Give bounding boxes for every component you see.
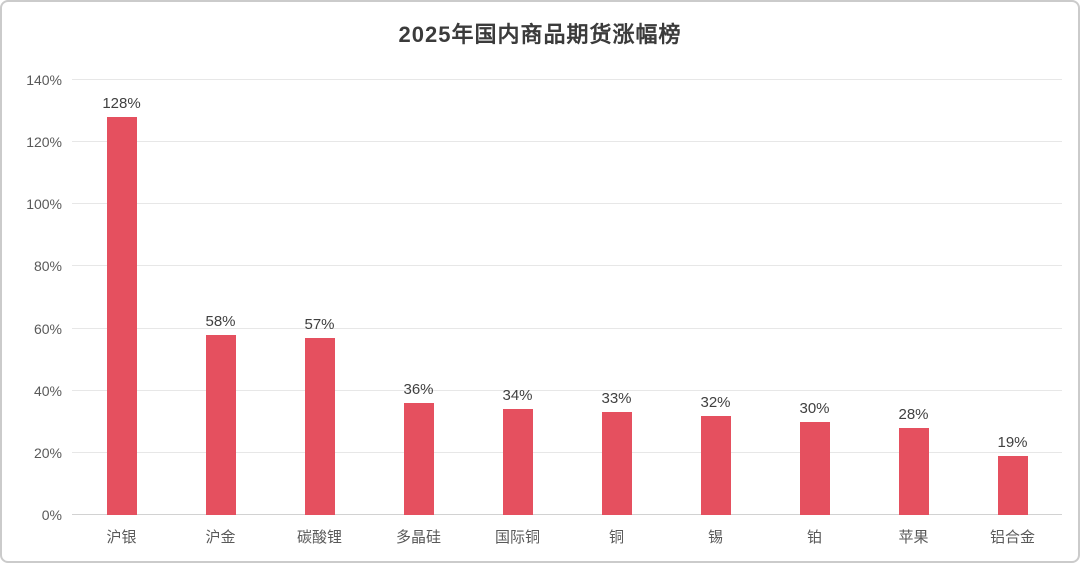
bar-slot: 33% [567,80,666,515]
gridline [72,451,1062,453]
y-tick-label: 40% [33,382,62,399]
gridline [72,265,1062,267]
bar-value-label: 57% [304,315,335,333]
bar-slot: 36% [369,80,468,515]
bar-value-label: 30% [799,399,830,417]
y-tick-label: 20% [33,444,62,461]
bar-slot: 57% [270,80,369,515]
x-category-label: 铝合金 [989,529,1035,546]
gridline [72,203,1062,205]
bar-slot: 32% [666,80,765,515]
bar [205,334,236,515]
bar-value-label: 28% [898,406,929,423]
gridline [72,79,1062,80]
gridline [72,141,1062,143]
gridline [72,327,1062,329]
y-tick-label: 100% [26,196,62,213]
bar [799,421,830,515]
bar-value-label: 36% [403,381,434,399]
bar [502,409,533,515]
x-category-label: 多晶硅 [395,529,441,546]
bar-value-label: 128% [102,95,141,113]
y-axis: 0% 20% 40% 60% 80% 100% 120% 140% [16,73,62,522]
chart-title: 2025年国内商品期货涨幅榜 [398,22,682,47]
x-category-label: 国际铜 [494,529,540,546]
bar [700,415,731,515]
y-tick-label: 120% [26,134,62,151]
bar [403,403,434,515]
bar-slot: 34% [468,80,567,515]
bar-value-label: 33% [601,390,632,408]
bar-value-label: 34% [502,387,533,405]
y-tick-label: 80% [33,258,62,275]
bar-value-label: 19% [997,433,1028,451]
y-tick-label: 60% [33,320,62,337]
bars-container: 128% 58% 57% 36% 34% 33% 32% 30% 28% 19% [72,80,1062,515]
y-tick-label: 0% [41,507,62,523]
x-category-label: 锡 [707,529,723,546]
bar [601,412,632,515]
bar-slot: 58% [171,80,270,515]
x-axis-line [72,514,1062,515]
plot-area: 128% 58% 57% 36% 34% 33% 32% 30% 28% 19% [72,79,1062,515]
x-axis-labels: 沪银 沪金 碳酸锂 多晶硅 国际铜 铜 锡 铂 苹果 铝合金 [72,526,1062,547]
bar-slot: 28% [864,80,963,515]
plot-column: 128% 58% 57% 36% 34% 33% 32% 30% 28% 19% 沪银 沪金 碳酸锂 多… [72,79,1062,561]
bar-value-label: 58% [205,312,236,330]
bar [898,428,929,515]
x-category-label: 苹果 [898,529,929,546]
x-category-label: 沪金 [205,529,236,546]
bar [106,117,137,515]
x-category-label: 铂 [806,529,822,546]
bar-slot: 128% [72,80,171,515]
bar-slot: 30% [765,80,864,515]
x-category-label: 铜 [608,529,624,546]
bar [304,337,335,515]
gridline [72,389,1062,391]
bar-value-label: 32% [700,393,731,411]
x-category-label: 沪银 [106,529,137,546]
y-tick-label: 140% [26,72,62,88]
bar [997,455,1028,515]
x-category-label: 碳酸锂 [296,529,342,546]
bar-chart: 0% 20% 40% 60% 80% 100% 120% 140% 128% 58% 57% 36%… [16,73,1062,561]
bar-slot: 19% [963,80,1062,515]
